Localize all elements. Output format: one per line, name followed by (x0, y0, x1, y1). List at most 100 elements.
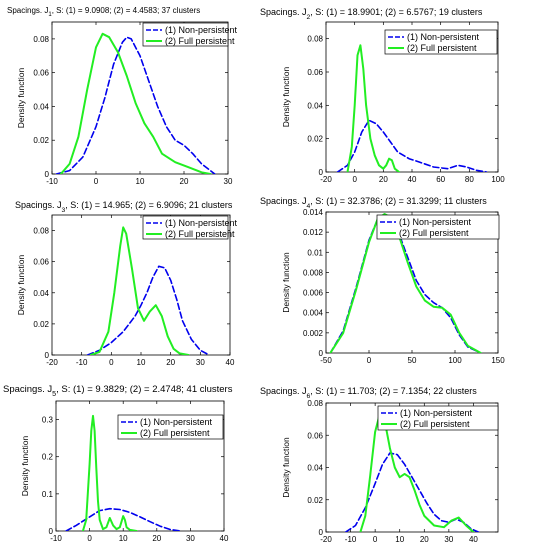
legend-box (384, 29, 498, 55)
y-tick-label: 0.08 (33, 227, 49, 236)
x-tick-label: -20 (320, 175, 332, 184)
y-tick-label: 0.002 (303, 329, 324, 338)
x-tick-label: -20 (46, 358, 58, 367)
title-rest: , S: (1) = 32.3786; (2) = 31.3299; 11 cl… (310, 196, 487, 206)
y-tick-label: 0 (319, 168, 324, 177)
chart-title: Spacings. J4, S: (1) = 32.3786; (2) = 31… (260, 196, 487, 210)
plot-frame (55, 400, 225, 532)
y-tick-label: 0.014 (303, 208, 324, 217)
x-tick-label: 40 (226, 358, 235, 367)
y-tick-label: 0.004 (303, 309, 324, 318)
x-tick-label: 40 (408, 175, 417, 184)
title-subscript: 3 (62, 207, 66, 214)
x-tick-label: -20 (320, 535, 332, 544)
legend-label-non-persistent: (1) Non-persistent (400, 408, 473, 418)
y-tick-label: 0.04 (307, 464, 323, 473)
x-tick-label: 0 (352, 175, 357, 184)
x-tick-label: -10 (345, 535, 357, 544)
legend-label-non-persistent: (1) Non-persistent (165, 218, 238, 228)
y-axis-label: Density function (16, 254, 26, 315)
title-rest: , S: (1) = 9.0908; (2) = 4.4583; 37 clus… (52, 6, 201, 15)
legend-box (376, 214, 500, 240)
x-tick-label: 30 (444, 535, 453, 544)
legend-label-full-persistent: (2) Full persistent (400, 419, 470, 429)
legend-box (377, 405, 499, 431)
series-non-persistent-line (65, 507, 182, 531)
x-tick-label: 20 (166, 358, 175, 367)
y-axis-label: Density function (20, 435, 30, 496)
legend: (1) Non-persistent(2) Full persistent (142, 22, 238, 47)
x-tick-label: 10 (136, 177, 145, 186)
legend: (1) Non-persistent(2) Full persistent (142, 215, 238, 240)
legend-label-full-persistent: (2) Full persistent (407, 43, 477, 53)
series-full-persistent-line (81, 414, 138, 531)
series-non-persistent-line (55, 36, 216, 174)
x-tick-label: 30 (186, 534, 195, 543)
legend: (1) Non-persistent(2) Full persistent (376, 214, 500, 240)
chart-title: Spacings. J1, S: (1) = 9.0908; (2) = 4.4… (7, 6, 200, 18)
y-axis-label: Density function (16, 67, 26, 128)
chart-panel-1: Spacings. J1, S: (1) = 9.0908; (2) = 4.4… (7, 6, 238, 186)
y-tick-label: 0.04 (307, 101, 323, 110)
x-tick-label: 20 (420, 535, 429, 544)
y-tick-label: 0 (45, 170, 50, 179)
title-main: Spacings. J (260, 196, 307, 206)
series-non-persistent-line (344, 452, 480, 532)
x-tick-label: 0 (87, 534, 92, 543)
legend: (1) Non-persistent(2) Full persistent (377, 405, 499, 431)
x-tick-label: 30 (196, 358, 205, 367)
x-tick-label: 100 (491, 175, 505, 184)
title-rest: , S: (1) = 18.9901; (2) = 6.5767; 19 clu… (310, 7, 483, 17)
chart-panel-4: Spacings. J4, S: (1) = 32.3786; (2) = 31… (260, 196, 505, 365)
legend-label-non-persistent: (1) Non-persistent (399, 217, 472, 227)
y-tick-label: 0.01 (307, 248, 323, 257)
legend-label-full-persistent: (2) Full persistent (165, 36, 235, 46)
series-full-persistent-line (346, 44, 401, 172)
series-full-persistent-line (329, 213, 482, 353)
chart-title: Spacings. J6, S: (1) = 11.703; (2) = 7.1… (260, 386, 477, 400)
series-full-persistent-line (59, 32, 212, 174)
y-tick-label: 0 (45, 351, 50, 360)
x-tick-label: 0 (94, 177, 99, 186)
legend-label-full-persistent: (2) Full persistent (165, 229, 235, 239)
x-tick-label: 30 (224, 177, 233, 186)
x-tick-label: 80 (465, 175, 474, 184)
x-tick-label: 10 (137, 358, 146, 367)
y-tick-label: 0.06 (33, 258, 49, 267)
y-tick-label: 0.2 (42, 453, 54, 462)
title-main: Spacings. J (260, 386, 307, 396)
title-subscript: 5 (52, 390, 56, 398)
legend: (1) Non-persistent(2) Full persistent (384, 29, 498, 55)
y-tick-label: 0.06 (307, 68, 323, 77)
y-tick-label: 0.06 (33, 69, 49, 78)
title-subscript: 2 (307, 14, 311, 21)
x-tick-label: 10 (395, 535, 404, 544)
series-non-persistent-line (336, 119, 488, 172)
x-tick-label: 60 (436, 175, 445, 184)
y-tick-label: 0.02 (307, 135, 323, 144)
legend-box (142, 215, 229, 240)
y-axis-label: Density function (281, 252, 291, 313)
title-subscript: 6 (307, 393, 311, 400)
chart-panel-5: Spacings. J5, S: (1) = 9.3829; (2) = 2.4… (3, 384, 233, 543)
y-tick-label: 0.06 (307, 431, 323, 440)
y-tick-label: 0.012 (303, 228, 324, 237)
x-tick-label: 0 (373, 535, 378, 544)
y-tick-label: 0 (49, 527, 54, 536)
x-tick-label: -50 (320, 356, 332, 365)
x-tick-label: -10 (50, 534, 62, 543)
y-axis-label: Density function (281, 437, 291, 498)
x-tick-label: 40 (469, 535, 478, 544)
series-non-persistent-line (86, 265, 210, 355)
series-full-persistent-line (359, 411, 475, 532)
x-tick-label: 20 (180, 177, 189, 186)
title-main: Spacings. J (260, 7, 307, 17)
title-subscript: 1 (48, 12, 52, 18)
legend-label-full-persistent: (2) Full persistent (140, 428, 210, 438)
y-tick-label: 0.04 (33, 102, 49, 111)
legend-label-non-persistent: (1) Non-persistent (165, 25, 238, 35)
x-tick-label: -10 (46, 177, 58, 186)
series-full-persistent-line (89, 226, 190, 355)
x-tick-label: 0 (367, 356, 372, 365)
